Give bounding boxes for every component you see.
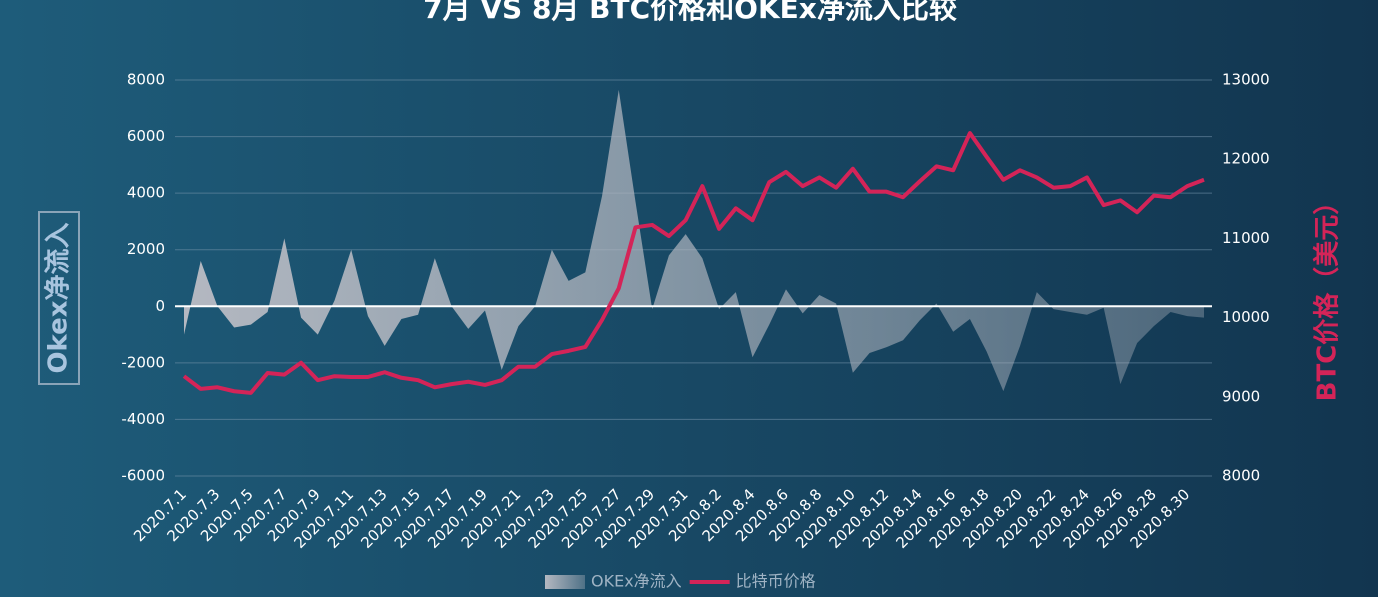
y-tick-label: -4000 xyxy=(121,410,165,428)
y2-tick-label: 12000 xyxy=(1222,150,1270,168)
y-tick-label: -2000 xyxy=(121,353,165,371)
legend-label: 比特币价格 xyxy=(736,572,816,591)
y-tick-label: 2000 xyxy=(127,240,165,258)
legend-swatch xyxy=(545,575,585,589)
y-tick-label: 4000 xyxy=(127,184,165,202)
y-tick-label: 8000 xyxy=(127,71,165,89)
y2-tick-label: 8000 xyxy=(1222,467,1260,485)
chart-title: 7月 VS 8月 BTC价格和OKEx净流入比较 xyxy=(423,0,957,25)
y-axis-label: Okex净流入 xyxy=(44,222,74,373)
y2-tick-label: 9000 xyxy=(1222,387,1260,405)
y2-tick-label: 11000 xyxy=(1222,229,1270,247)
y-label-box xyxy=(38,211,80,385)
area xyxy=(184,89,1204,392)
y-tick-label: 6000 xyxy=(127,127,165,145)
legend-label: OKEx净流入 xyxy=(591,572,682,591)
y2-axis-label: BTC价格（美元） xyxy=(1312,189,1343,402)
y2-tick-label: 13000 xyxy=(1222,71,1270,89)
y2-tick-label: 10000 xyxy=(1222,308,1270,326)
y-tick-label: 0 xyxy=(155,297,165,315)
line xyxy=(182,131,1205,395)
y-tick-label: -6000 xyxy=(121,467,165,485)
